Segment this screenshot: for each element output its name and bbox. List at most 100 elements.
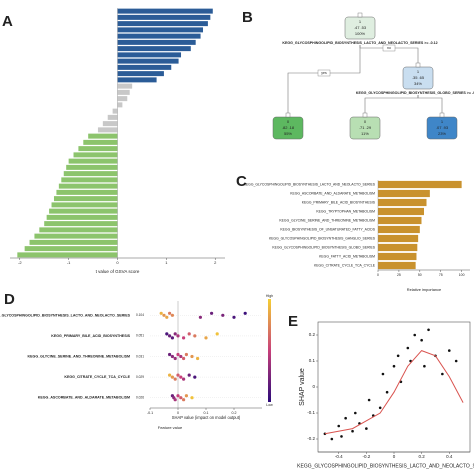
panel-label: E: [288, 313, 298, 330]
bar: [44, 221, 118, 227]
x-tick-label: 0.2: [419, 454, 426, 459]
bar: [378, 225, 420, 234]
x-axis-label: KEGG_GLYCOSPHINGOLIPID_BIOSYNTHESIS_LACT…: [297, 463, 474, 469]
x-tick-label: 75: [439, 273, 443, 277]
x-tick-label: 100: [459, 273, 465, 277]
y-tick-label: 0.1: [309, 358, 316, 363]
bar: [117, 89, 130, 95]
bar: [378, 189, 430, 198]
x-tick-label: 0.4: [446, 454, 453, 459]
point: [378, 406, 382, 410]
bar: [97, 127, 118, 133]
category-label: KEGG_GLYCOSPHINGOLIPID_BIOSYNTHESIS_GLOB…: [272, 245, 375, 249]
bar: [68, 158, 118, 164]
bar: [117, 96, 128, 102]
bar: [88, 133, 118, 139]
shap-point: [170, 354, 174, 359]
mean-value: 0.026: [136, 396, 144, 400]
category-label: KEGG_FATTY_ACID_METABOLISM: [319, 254, 375, 258]
bar: [49, 208, 118, 214]
bar: [24, 246, 118, 252]
shap-point: [173, 377, 177, 381]
node-probs: .07 .93: [436, 125, 449, 130]
tree-edge: [287, 45, 361, 117]
point: [323, 432, 327, 436]
node-probs: .71 .29: [359, 125, 372, 130]
node-pct: 23%: [438, 131, 446, 136]
x-tick-label: -0.4: [335, 454, 343, 459]
bar: [117, 27, 204, 33]
shap-point: [215, 332, 219, 336]
shap-point: [187, 332, 191, 336]
bar: [73, 152, 118, 158]
shap-point: [232, 315, 236, 319]
x-axis-label: Relative importance: [407, 287, 441, 292]
shap-point: [182, 377, 186, 381]
x-tick-label: 50: [418, 273, 422, 277]
shap-point: [170, 336, 174, 340]
shap-point: [193, 334, 197, 338]
y-axis-label: SHAP value: [299, 368, 306, 406]
legend-title: Feature value: [158, 425, 183, 430]
fit-curve: [324, 350, 464, 435]
point: [385, 390, 389, 394]
point: [406, 346, 410, 350]
shap-point: [173, 398, 177, 402]
bar: [17, 252, 118, 258]
mean-value: 0.104: [136, 313, 144, 317]
category-label: KEGG_BIOSYNTHESIS_OF_UNSATURATED_FATTY_A…: [280, 227, 375, 231]
y-tick-label: 0: [312, 384, 315, 389]
node-top-marker: [362, 112, 368, 118]
shap-point: [204, 336, 208, 340]
node-class: 0: [287, 119, 290, 124]
mean-value: 0.029: [136, 375, 144, 379]
x-tick-label: 0.2: [232, 411, 237, 415]
x-tick-label: 0: [393, 454, 396, 459]
x-tick-label: 25: [397, 273, 401, 277]
x-tick-label: -1: [67, 260, 71, 265]
bar: [117, 64, 172, 70]
category-label: KEGG_PRIMARY_BILE_ACID_BIOSYNTHESIS: [302, 200, 376, 204]
category-label: KEGG_CITRATE_CYCLE_TCA_CYCLE: [314, 263, 376, 267]
shap-point: [243, 311, 247, 315]
node-probs: .82 .18: [282, 125, 295, 130]
point: [423, 364, 426, 368]
panel-label: D: [4, 291, 15, 308]
bar: [112, 108, 118, 114]
x-tick-label: -2: [18, 260, 22, 265]
shap-point: [184, 394, 188, 398]
shap-point: [162, 313, 166, 317]
node-rule: KEGG_GLYCOSPHINGOLIPID_BIOSYNTHESIS_GLOB…: [356, 91, 474, 95]
node-pct: 11%: [361, 131, 369, 136]
bar: [378, 261, 416, 270]
edge-label-box: [317, 69, 331, 77]
node-probs: .35 .65: [412, 75, 425, 80]
category-label: KEGG_GLYCINE_SERINE_AND_THREONINE_METABO…: [279, 218, 375, 222]
y-tick-label: -0.1: [307, 410, 315, 415]
shap-point: [176, 334, 180, 338]
bar: [61, 177, 118, 183]
point: [413, 333, 417, 337]
category-label: KEGG_GLYCOSPHINGOLIPID_BIOSYNTHESIS_LACT…: [244, 182, 376, 186]
node-probs: .47 .53: [354, 25, 367, 30]
bar: [117, 52, 182, 58]
feature-label: KEGG_GLYCINE_SERINE_AND_THREONINE_METABO…: [28, 354, 130, 358]
shap-point: [165, 332, 169, 336]
node-pct: 34%: [414, 81, 422, 86]
bar: [102, 121, 118, 127]
point: [427, 328, 430, 332]
bar: [378, 243, 418, 252]
y-tick-label: 0.2: [309, 332, 316, 337]
bar: [63, 171, 118, 177]
shap-point: [196, 356, 200, 361]
bar: [378, 234, 419, 243]
shap-point: [182, 398, 186, 402]
shap-point: [173, 356, 177, 361]
node-class: 1: [359, 19, 362, 24]
point: [365, 427, 368, 430]
bar: [51, 202, 118, 208]
shap-point: [187, 373, 191, 377]
shap-point: [168, 311, 172, 315]
bar: [66, 164, 118, 170]
